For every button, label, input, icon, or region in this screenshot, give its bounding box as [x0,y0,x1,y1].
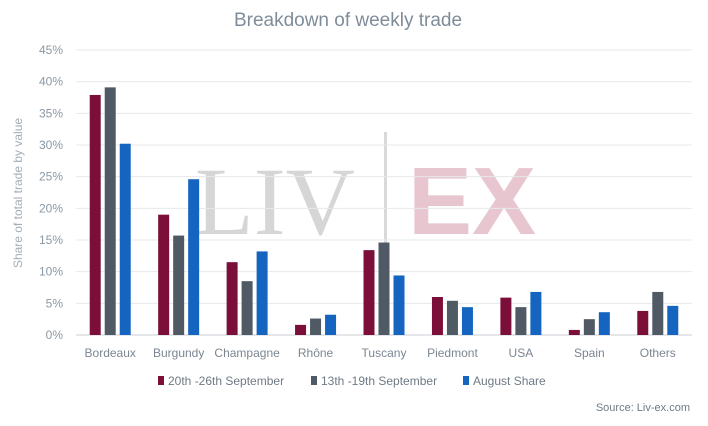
bar [431,297,443,335]
legend-swatch [463,376,469,385]
bar [500,297,512,335]
bar [652,291,664,335]
x-category-label: Burgundy [153,346,204,360]
bar [325,314,337,335]
y-axis-ticks: 0% 5% 10% 15% 20% 25% 30% 35% 40% 45% [39,43,63,342]
bar [530,291,542,335]
bar [188,179,200,335]
legend-swatch [158,376,164,385]
legend-label: 20th -26th September [168,374,284,388]
x-category-label: USA [509,346,534,360]
x-category-label: Rhône [298,346,334,360]
y-tick-label: 45% [39,43,63,57]
bar [583,319,595,335]
bar [89,94,101,335]
y-axis-label: Share of total trade by value [11,118,25,268]
legend-item: August Share [463,374,546,388]
bar [598,312,610,335]
legend-label: August Share [473,374,546,388]
watermark-divider [384,132,387,244]
bar [310,318,322,335]
x-category-label: Tuscany [362,346,407,360]
bar [446,300,458,335]
y-tick-label: 5% [46,296,64,310]
bar [515,307,527,335]
x-category-label: Spain [574,346,605,360]
bar [226,262,238,335]
y-tick-label: 25% [39,170,63,184]
x-category-label: Champagne [214,346,280,360]
bars [89,87,679,335]
legend-label: 13th -19th September [321,374,437,388]
legend-item: 20th -26th September [158,374,284,388]
y-tick-label: 15% [39,233,63,247]
bar [637,310,649,335]
source-note: Source: Liv-ex.com [596,402,690,414]
bar [461,307,473,335]
watermark-right: EX [408,148,536,255]
bar [378,242,390,335]
x-category-label: Bordeaux [85,346,136,360]
chart-title: Breakdown of weekly trade [234,10,462,31]
y-tick-label: 30% [39,138,63,152]
y-tick-label: 0% [46,328,64,342]
bar [256,251,268,335]
y-tick-label: 40% [39,75,63,89]
bar [363,250,375,335]
bar [158,214,170,335]
bar [119,143,131,335]
bar [568,329,580,335]
y-tick-label: 10% [39,265,63,279]
bar [104,87,116,335]
legend: 20th -26th September 13th -19th September… [158,374,546,388]
legend-swatch [311,376,317,385]
bar [295,324,307,335]
watermark-left: LIV [195,148,355,255]
legend-item: 13th -19th September [311,374,437,388]
y-tick-label: 20% [39,201,63,215]
x-axis-categories: Bordeaux Burgundy Champagne Rhône Tuscany Pie… [85,346,676,360]
bar [667,305,679,335]
y-tick-label: 35% [39,106,63,120]
bar [173,235,185,335]
x-category-label: Others [640,346,676,360]
bar [241,281,253,335]
bar [393,275,405,335]
x-category-label: Piedmont [427,346,478,360]
watermark: LIV EX [195,132,536,255]
